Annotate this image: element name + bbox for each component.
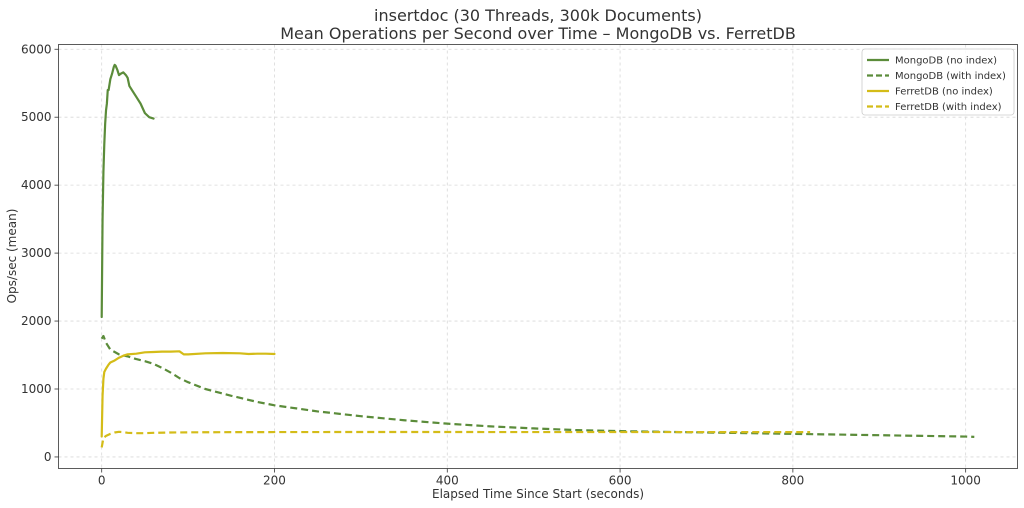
legend-label: FerretDB (with index) — [895, 102, 1002, 113]
y-ticks: 0 1000 2000 3000 4000 5000 6000 — [21, 42, 59, 464]
y-tick-label: 3000 — [21, 246, 52, 260]
series-line-2 — [100, 334, 975, 438]
x-tick-label: 600 — [609, 474, 632, 488]
legend-box — [861, 48, 1015, 116]
series-line-1 — [100, 63, 155, 319]
grid — [58, 44, 1018, 469]
y-tick-label: 0 — [44, 450, 52, 464]
x-tick-label: 800 — [781, 474, 804, 488]
x-tick-label: 1000 — [950, 474, 981, 488]
x-axis-label: Elapsed Time Since Start (seconds) — [432, 487, 644, 501]
series-line-3 — [100, 350, 276, 438]
y-tick-label: 5000 — [21, 110, 52, 124]
legend: MongoDB (no index) MongoDB (with index) Fe… — [861, 48, 1015, 116]
y-tick-label: 2000 — [21, 314, 52, 328]
chart-title: insertdoc (30 Threads, 300k Documents) — [374, 6, 702, 25]
y-tick-label: 4000 — [21, 178, 52, 192]
y-tick-label: 1000 — [21, 382, 52, 396]
x-tick-label: 400 — [436, 474, 459, 488]
series-layer — [100, 63, 975, 448]
x-ticks: 0 200 400 600 800 1000 — [98, 468, 981, 488]
x-tick-label: 0 — [98, 474, 106, 488]
legend-label: FerretDB (no index) — [895, 87, 993, 98]
chart-subtitle: Mean Operations per Second over Time – M… — [280, 24, 796, 43]
series-line-4 — [100, 430, 811, 448]
y-tick-label: 6000 — [21, 42, 52, 56]
x-tick-label: 200 — [263, 474, 286, 488]
y-axis-label: Ops/sec (mean) — [5, 209, 19, 304]
legend-label: MongoDB (with index) — [895, 71, 1006, 82]
plot-frame — [58, 44, 1018, 469]
legend-label: MongoDB (no index) — [895, 56, 997, 67]
